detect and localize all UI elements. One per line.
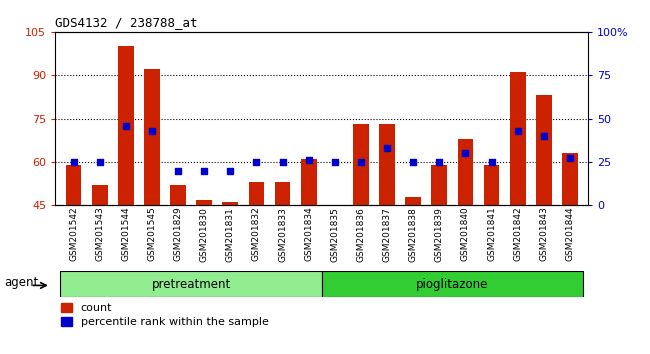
Point [539, 133, 549, 139]
Bar [379, 124, 395, 205]
Point [173, 168, 183, 173]
Bar [322, 271, 583, 297]
Point [252, 159, 262, 165]
Point [512, 128, 523, 133]
Bar [406, 197, 421, 205]
Bar [301, 159, 317, 205]
Point [356, 159, 366, 165]
Point [304, 158, 314, 163]
Bar [510, 72, 526, 205]
Point [565, 156, 575, 161]
Bar [144, 69, 160, 205]
Point [147, 128, 157, 133]
Text: GDS4132 / 238788_at: GDS4132 / 238788_at [55, 16, 198, 29]
Bar [562, 153, 578, 205]
Bar [248, 182, 265, 205]
Text: pioglitazone: pioglitazone [416, 278, 489, 291]
Bar [458, 139, 473, 205]
Bar [60, 271, 322, 297]
Point [225, 168, 235, 173]
Bar [170, 185, 186, 205]
Point [434, 159, 445, 165]
Bar [92, 185, 107, 205]
Bar [66, 165, 81, 205]
Bar [275, 182, 291, 205]
Text: pretreatment: pretreatment [151, 278, 231, 291]
Point [199, 168, 209, 173]
Point [408, 159, 419, 165]
Point [68, 159, 79, 165]
Point [94, 159, 105, 165]
Bar [196, 200, 212, 205]
Point [121, 123, 131, 129]
Text: agent: agent [5, 276, 38, 289]
Point [486, 159, 497, 165]
Bar [353, 124, 369, 205]
Bar [222, 202, 238, 205]
Point [382, 145, 392, 151]
Bar [432, 165, 447, 205]
Point [330, 159, 340, 165]
Point [460, 150, 471, 156]
Bar [536, 96, 552, 205]
Point [278, 159, 288, 165]
Bar [484, 165, 499, 205]
Legend: count, percentile rank within the sample: count, percentile rank within the sample [61, 303, 268, 327]
Bar [118, 46, 134, 205]
